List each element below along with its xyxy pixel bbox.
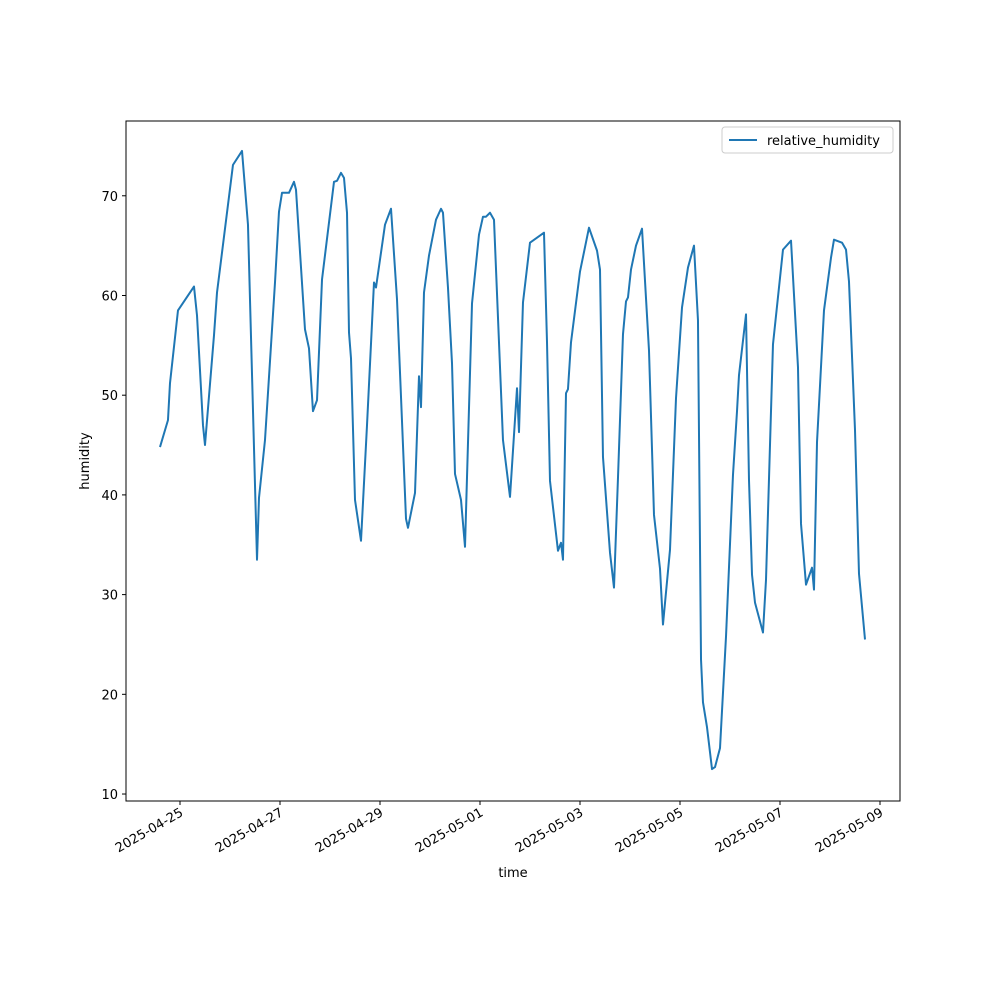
y-tick-label: 20 [101, 688, 118, 703]
plot-frame [125, 120, 901, 802]
y-tick-label: 10 [101, 788, 118, 803]
legend-box [721, 126, 894, 154]
x-tick-label: 2025-04-29 [313, 805, 386, 856]
y-tick-label: 70 [101, 190, 118, 205]
y-tick-label: 50 [101, 389, 118, 404]
x-tick-label: 2025-05-03 [513, 805, 586, 856]
data-line [159, 149, 866, 771]
x-tick-label: 2025-05-01 [413, 805, 486, 856]
y-tick-label: 30 [101, 589, 118, 604]
x-tick-label: 2025-05-05 [613, 805, 686, 856]
x-tick-label: 2025-04-25 [113, 805, 186, 856]
x-tick-label: 2025-04-27 [213, 805, 286, 856]
x-tick-label: 2025-05-09 [813, 805, 886, 856]
x-axis-label: time [498, 866, 527, 881]
x-tick-label: 2025-05-07 [713, 805, 786, 856]
y-tick-label: 40 [101, 489, 118, 504]
legend-label: relative_humidity [767, 134, 880, 149]
y-axis-label: humidity [78, 432, 93, 490]
y-tick-label: 60 [101, 289, 118, 304]
